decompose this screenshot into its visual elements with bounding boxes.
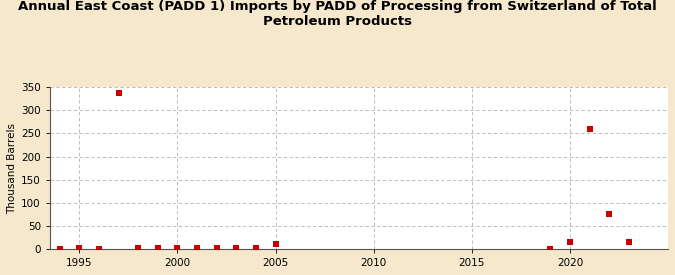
Point [584, 126, 595, 131]
Point [250, 246, 261, 250]
Point [192, 246, 202, 250]
Point [211, 246, 222, 250]
Point [545, 247, 556, 251]
Point [94, 247, 105, 251]
Point [564, 240, 575, 244]
Y-axis label: Thousand Barrels: Thousand Barrels [7, 123, 17, 214]
Point [270, 242, 281, 247]
Point [231, 246, 242, 250]
Point [624, 240, 634, 244]
Point [153, 246, 163, 250]
Point [172, 246, 183, 250]
Text: Annual East Coast (PADD 1) Imports by PADD of Processing from Switzerland of Tot: Annual East Coast (PADD 1) Imports by PA… [18, 0, 657, 28]
Point [113, 90, 124, 95]
Point [133, 246, 144, 250]
Point [603, 212, 614, 216]
Point [54, 247, 65, 251]
Point [74, 246, 85, 250]
